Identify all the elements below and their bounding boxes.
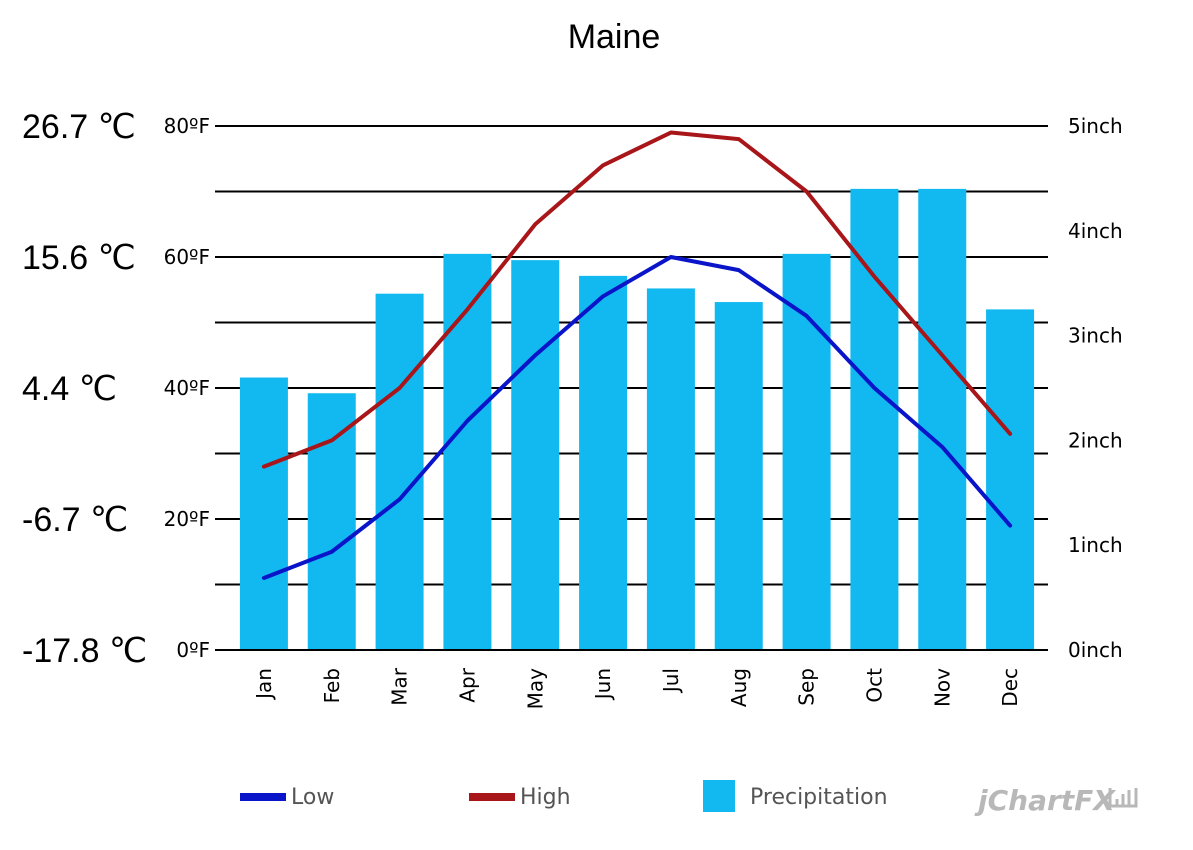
precipitation-bar-dec bbox=[986, 309, 1035, 650]
legend-swatch bbox=[240, 793, 286, 801]
precipitation-bar-apr bbox=[443, 253, 492, 650]
right-tick-label: 0inch bbox=[1068, 638, 1123, 662]
category-label-may: May bbox=[523, 668, 547, 710]
category-label-nov: Nov bbox=[930, 668, 954, 707]
legend-item-high: High bbox=[469, 785, 571, 810]
precipitation-bar-jun bbox=[579, 275, 628, 650]
precipitation-bar-feb bbox=[307, 393, 356, 650]
chart-title: Maine bbox=[568, 18, 661, 56]
category-label-jan: Jan bbox=[252, 668, 276, 701]
precipitation-bar-nov bbox=[918, 188, 967, 650]
category-label-mar: Mar bbox=[388, 667, 412, 706]
celsius-label: 15.6 ℃ bbox=[22, 239, 136, 277]
legend-label: Precipitation bbox=[750, 785, 888, 810]
right-tick-label: 4inch bbox=[1068, 219, 1123, 243]
legend-item-precipitation: Precipitation bbox=[703, 780, 888, 812]
precipitation-bars bbox=[239, 188, 1035, 650]
legend: Low High Precipitation bbox=[240, 780, 888, 812]
precipitation-bar-aug bbox=[714, 302, 763, 650]
left-tick-label: 80ºF bbox=[164, 114, 210, 138]
watermark-chart-icon bbox=[1108, 788, 1138, 808]
legend-label: High bbox=[520, 785, 571, 810]
legend-swatch bbox=[469, 793, 515, 801]
precipitation-bar-jul bbox=[646, 288, 695, 650]
category-label-aug: Aug bbox=[727, 668, 751, 707]
temperature-lines bbox=[261, 130, 1013, 580]
left-tick-label: 40ºF bbox=[164, 376, 210, 400]
left-tick-label: 0ºF bbox=[176, 638, 210, 662]
precipitation-bar-oct bbox=[850, 188, 899, 650]
category-label-sep: Sep bbox=[795, 668, 819, 706]
category-label-feb: Feb bbox=[320, 668, 344, 703]
low-line bbox=[261, 255, 1013, 580]
right-tick-label: 5inch bbox=[1068, 114, 1123, 138]
left-tick-label: 60ºF bbox=[164, 245, 210, 269]
category-label-jul: Jul bbox=[659, 668, 683, 694]
precipitation-bar-sep bbox=[782, 253, 831, 650]
right-tick-label: 1inch bbox=[1068, 533, 1123, 557]
legend-item-low: Low bbox=[240, 785, 334, 810]
celsius-label: -17.8 ℃ bbox=[22, 632, 147, 670]
precipitation-bar-mar bbox=[375, 293, 424, 650]
legend-label: Low bbox=[291, 785, 334, 810]
legend-swatch bbox=[703, 780, 735, 812]
right-tick-label: 3inch bbox=[1068, 324, 1123, 348]
left-tick-label: 20ºF bbox=[164, 507, 210, 531]
celsius-label: 4.4 ℃ bbox=[22, 370, 117, 408]
precipitation-bar-jan bbox=[239, 377, 288, 650]
celsius-label: 26.7 ℃ bbox=[22, 108, 136, 146]
category-label-dec: Dec bbox=[998, 668, 1022, 707]
precipitation-bar-may bbox=[511, 260, 560, 650]
axes: 0ºF 20ºF 40ºF 60ºF 80ºF -17.8 ℃ -6.7 ℃ 4.4 ℃ 15.… bbox=[22, 108, 1123, 709]
watermark: jChartFX bbox=[974, 784, 1138, 817]
right-tick-label: 2inch bbox=[1068, 428, 1123, 452]
category-label-jun: Jun bbox=[591, 668, 615, 701]
watermark-text: jChartFX bbox=[974, 784, 1116, 817]
category-label-apr: Apr bbox=[455, 667, 479, 702]
category-label-oct: Oct bbox=[862, 668, 886, 703]
celsius-label: -6.7 ℃ bbox=[22, 501, 128, 539]
high-line bbox=[261, 130, 1013, 469]
